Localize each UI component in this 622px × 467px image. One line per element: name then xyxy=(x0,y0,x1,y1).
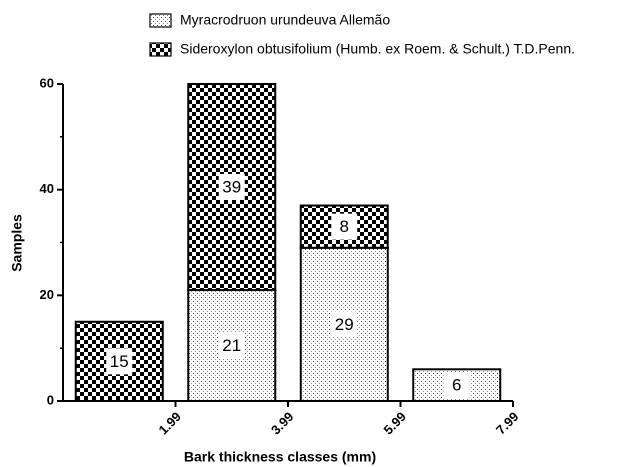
x-tick-label: 3.99 xyxy=(268,409,297,438)
x-tick-label: 5.99 xyxy=(381,409,410,438)
value-label-box xyxy=(331,311,358,338)
y-tick-label: 0 xyxy=(47,392,54,407)
value-label: 6 xyxy=(452,376,461,395)
value-label-box xyxy=(218,332,245,359)
legend-label: Sideroxylon obtusifolium (Humb. ex Roem.… xyxy=(180,41,575,57)
legend-label: Myracrodruon urundeuva Allemão xyxy=(180,12,390,28)
value-label-box xyxy=(106,348,133,375)
x-tick-label: 7.99 xyxy=(493,409,522,438)
value-label-box xyxy=(218,174,245,201)
y-axis-title: Samples xyxy=(9,214,25,272)
value-label: 8 xyxy=(340,217,349,236)
y-tick-label: 60 xyxy=(40,75,54,90)
value-label: 29 xyxy=(335,315,354,334)
value-label-box xyxy=(331,213,358,240)
value-label: 39 xyxy=(222,178,241,197)
x-axis-title: Bark thickness classes (mm) xyxy=(184,449,376,465)
legend-swatch xyxy=(149,42,172,57)
legend-swatch xyxy=(149,13,172,28)
value-label: 21 xyxy=(222,336,241,355)
y-tick-label: 40 xyxy=(40,181,54,196)
x-tick-label: 1.99 xyxy=(156,409,185,438)
value-label-box xyxy=(443,372,470,399)
value-label: 15 xyxy=(110,352,129,371)
y-tick-label: 20 xyxy=(40,287,54,302)
